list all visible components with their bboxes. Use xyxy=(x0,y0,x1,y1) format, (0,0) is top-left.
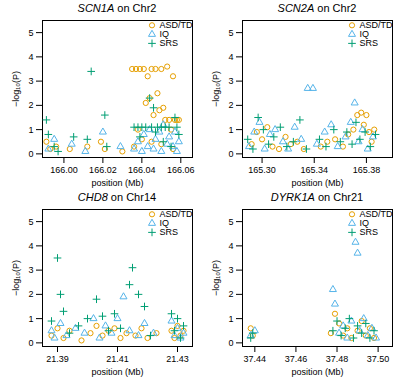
svg-text:IQ: IQ xyxy=(359,29,369,40)
svg-text:−log₁₀(P): −log₁₀(P) xyxy=(11,260,21,296)
svg-text:3: 3 xyxy=(228,76,233,86)
svg-text:4: 4 xyxy=(228,241,233,251)
svg-text:−log₁₀(P): −log₁₀(P) xyxy=(211,260,221,296)
svg-text:2: 2 xyxy=(228,289,233,299)
svg-text:21.41: 21.41 xyxy=(106,354,129,364)
svg-text:3: 3 xyxy=(28,76,33,86)
html-text:SCN1A on Chr2: SCN1A on Chr2 xyxy=(77,2,157,14)
svg-text:0: 0 xyxy=(28,338,33,348)
svg-text:166.04: 166.04 xyxy=(128,165,156,175)
svg-text:37.46: 37.46 xyxy=(285,354,308,364)
svg-text:1: 1 xyxy=(228,124,233,134)
svg-text:37.50: 37.50 xyxy=(367,354,390,364)
svg-text:37.48: 37.48 xyxy=(326,354,349,364)
svg-text:166.02: 166.02 xyxy=(89,165,117,175)
svg-text:IQ: IQ xyxy=(359,218,369,229)
svg-text:4: 4 xyxy=(28,241,33,251)
svg-text:SRS: SRS xyxy=(160,227,179,237)
html-text:CHD8 on Chr14: CHD8 on Chr14 xyxy=(77,191,157,203)
svg-text:−log₁₀(P): −log₁₀(P) xyxy=(11,71,21,107)
svg-text:position (Mb): position (Mb) xyxy=(291,178,343,188)
svg-text:21.43: 21.43 xyxy=(166,354,189,364)
svg-text:165.34: 165.34 xyxy=(300,165,328,175)
svg-text:position (Mb): position (Mb) xyxy=(291,367,343,377)
svg-text:5: 5 xyxy=(228,28,233,38)
svg-text:IQ: IQ xyxy=(159,218,169,229)
svg-text:0: 0 xyxy=(228,338,233,348)
svg-text:1: 1 xyxy=(28,313,33,323)
svg-text:21.39: 21.39 xyxy=(46,354,69,364)
svg-text:165.30: 165.30 xyxy=(248,165,276,175)
svg-text:3: 3 xyxy=(28,265,33,275)
svg-text:2: 2 xyxy=(28,100,33,110)
svg-text:166.06: 166.06 xyxy=(167,165,195,175)
svg-text:SRS: SRS xyxy=(360,227,379,237)
svg-text:5: 5 xyxy=(28,217,33,227)
svg-text:5: 5 xyxy=(28,28,33,38)
svg-text:166.00: 166.00 xyxy=(50,165,78,175)
svg-text:4: 4 xyxy=(228,52,233,62)
svg-text:1: 1 xyxy=(28,124,33,134)
svg-text:ASD/TD: ASD/TD xyxy=(359,20,393,31)
svg-text:5: 5 xyxy=(228,217,233,227)
svg-text:SRS: SRS xyxy=(360,38,379,48)
svg-text:−log₁₀(P): −log₁₀(P) xyxy=(211,71,221,107)
svg-text:4: 4 xyxy=(28,52,33,62)
svg-text:SRS: SRS xyxy=(160,38,179,48)
html-text:DYRK1A on Chr21: DYRK1A on Chr21 xyxy=(270,191,364,203)
svg-text:3: 3 xyxy=(228,265,233,275)
svg-text:2: 2 xyxy=(228,100,233,110)
html-text:SCN2A on Chr2: SCN2A on Chr2 xyxy=(277,2,357,14)
svg-text:position (Mb): position (Mb) xyxy=(91,178,143,188)
svg-text:position (Mb): position (Mb) xyxy=(91,367,143,377)
svg-text:IQ: IQ xyxy=(159,29,169,40)
svg-text:ASD/TD: ASD/TD xyxy=(359,209,393,220)
svg-text:37.44: 37.44 xyxy=(244,354,267,364)
svg-text:2: 2 xyxy=(28,289,33,299)
svg-text:ASD/TD: ASD/TD xyxy=(159,209,193,220)
svg-text:165.38: 165.38 xyxy=(353,165,381,175)
svg-text:0: 0 xyxy=(228,149,233,159)
svg-text:ASD/TD: ASD/TD xyxy=(159,20,193,31)
svg-text:1: 1 xyxy=(228,313,233,323)
svg-text:0: 0 xyxy=(28,149,33,159)
